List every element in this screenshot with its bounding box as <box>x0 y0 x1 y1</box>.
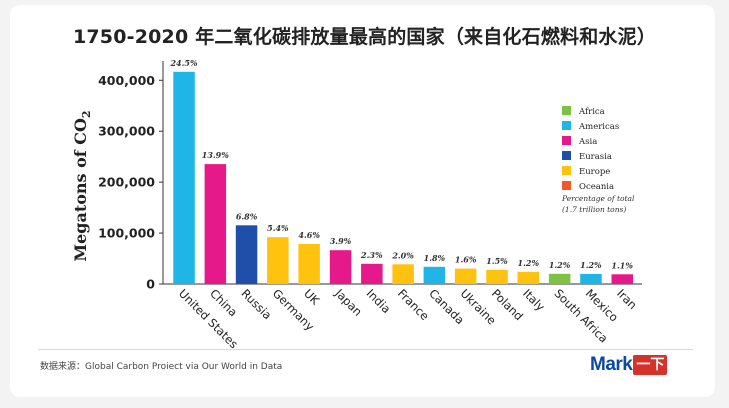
bar <box>517 271 539 284</box>
x-tick-label: India <box>364 286 394 316</box>
y-axis-title: Megatons of CO2 <box>71 110 93 261</box>
percent-label: 1.2% <box>549 260 571 270</box>
bar <box>486 269 508 284</box>
percent-label: 1.2% <box>518 258 540 268</box>
legend-label: Africa <box>578 107 605 117</box>
y-tick-label: 400,000 <box>98 73 155 88</box>
y-tick-label: 0 <box>146 277 155 292</box>
percent-label: 1.5% <box>486 256 508 266</box>
x-tick-label: Russia <box>238 286 274 322</box>
bar <box>298 244 320 284</box>
percent-label: 1.8% <box>424 253 446 263</box>
bar <box>235 225 258 284</box>
logo-badge: 一下 <box>633 355 668 375</box>
bar <box>454 268 477 284</box>
legend-label: Eurasia <box>579 152 612 162</box>
x-tick-label: France <box>395 286 432 323</box>
bar <box>173 71 195 284</box>
percent-label: 1.6% <box>455 255 477 265</box>
bar <box>580 273 602 284</box>
legend-note: (1.7 trillion tons) <box>562 205 626 214</box>
y-axis-label: Megatons of CO2 <box>71 110 93 261</box>
chart-card <box>10 5 715 397</box>
percent-label: 3.9% <box>330 236 352 246</box>
legend-swatch <box>562 166 571 175</box>
percent-label: 2.0% <box>391 250 414 260</box>
y-tick-label: 200,000 <box>98 175 155 190</box>
legend-swatch <box>562 106 571 115</box>
bar <box>548 273 571 284</box>
bar <box>423 266 446 284</box>
x-tick-label: Iran <box>614 286 640 312</box>
percent-labels: 24.5% 13.9% 6.8% 5.4% 4.6% 3.9% 2.3% 2.0% 1.8% 1.… <box>169 58 633 270</box>
legend-swatch <box>562 151 571 160</box>
legend-swatch <box>562 136 571 145</box>
legend-label: Americas <box>578 122 619 132</box>
legend: Africa Americas Asia Eurasia Europe Oceania Pe… <box>561 106 635 214</box>
bar <box>329 250 352 284</box>
percent-label: 24.5% <box>169 58 197 68</box>
legend-note: Percentage of total <box>561 194 635 203</box>
brand-logo[interactable]: Mark 一下 <box>590 353 668 377</box>
bar <box>361 263 383 284</box>
percent-label: 1.2% <box>580 260 602 270</box>
bar-chart: Megatons of CO2 0 100,000 200,000 300,000 40… <box>71 58 642 350</box>
percent-label: 1.1% <box>611 260 633 270</box>
y-tick-label: 300,000 <box>98 124 155 139</box>
footer-divider <box>38 349 693 350</box>
chart-title: 1750-2020 年二氧化碳排放量最高的国家（来自化石燃料和水泥） <box>72 26 657 48</box>
bar <box>611 274 633 284</box>
y-tick-label: 100,000 <box>98 226 155 241</box>
percent-label: 4.6% <box>298 230 320 240</box>
percent-label: 2.3% <box>360 250 383 260</box>
bars <box>173 71 633 284</box>
percent-label: 6.8% <box>236 211 258 221</box>
legend-label: Asia <box>578 137 597 147</box>
bar <box>267 237 289 284</box>
percent-label: 5.4% <box>267 223 289 233</box>
legend-swatch <box>562 121 571 130</box>
logo-text: Mark <box>590 354 633 375</box>
source-note: 数据来源：Global Carbon Proiect via Our World… <box>40 362 283 372</box>
x-tick-label: Italy <box>520 286 548 314</box>
percent-label: 13.9% <box>202 150 229 160</box>
legend-label: Europe <box>579 167 610 177</box>
y-axis: 0 100,000 200,000 300,000 400,000 <box>98 61 642 292</box>
x-tick-label: UK <box>301 286 323 308</box>
legend-swatch <box>562 181 571 190</box>
bar <box>204 164 227 284</box>
x-tick-label: Japan <box>332 286 365 319</box>
legend-label: Oceania <box>579 182 614 192</box>
bar <box>392 264 414 284</box>
